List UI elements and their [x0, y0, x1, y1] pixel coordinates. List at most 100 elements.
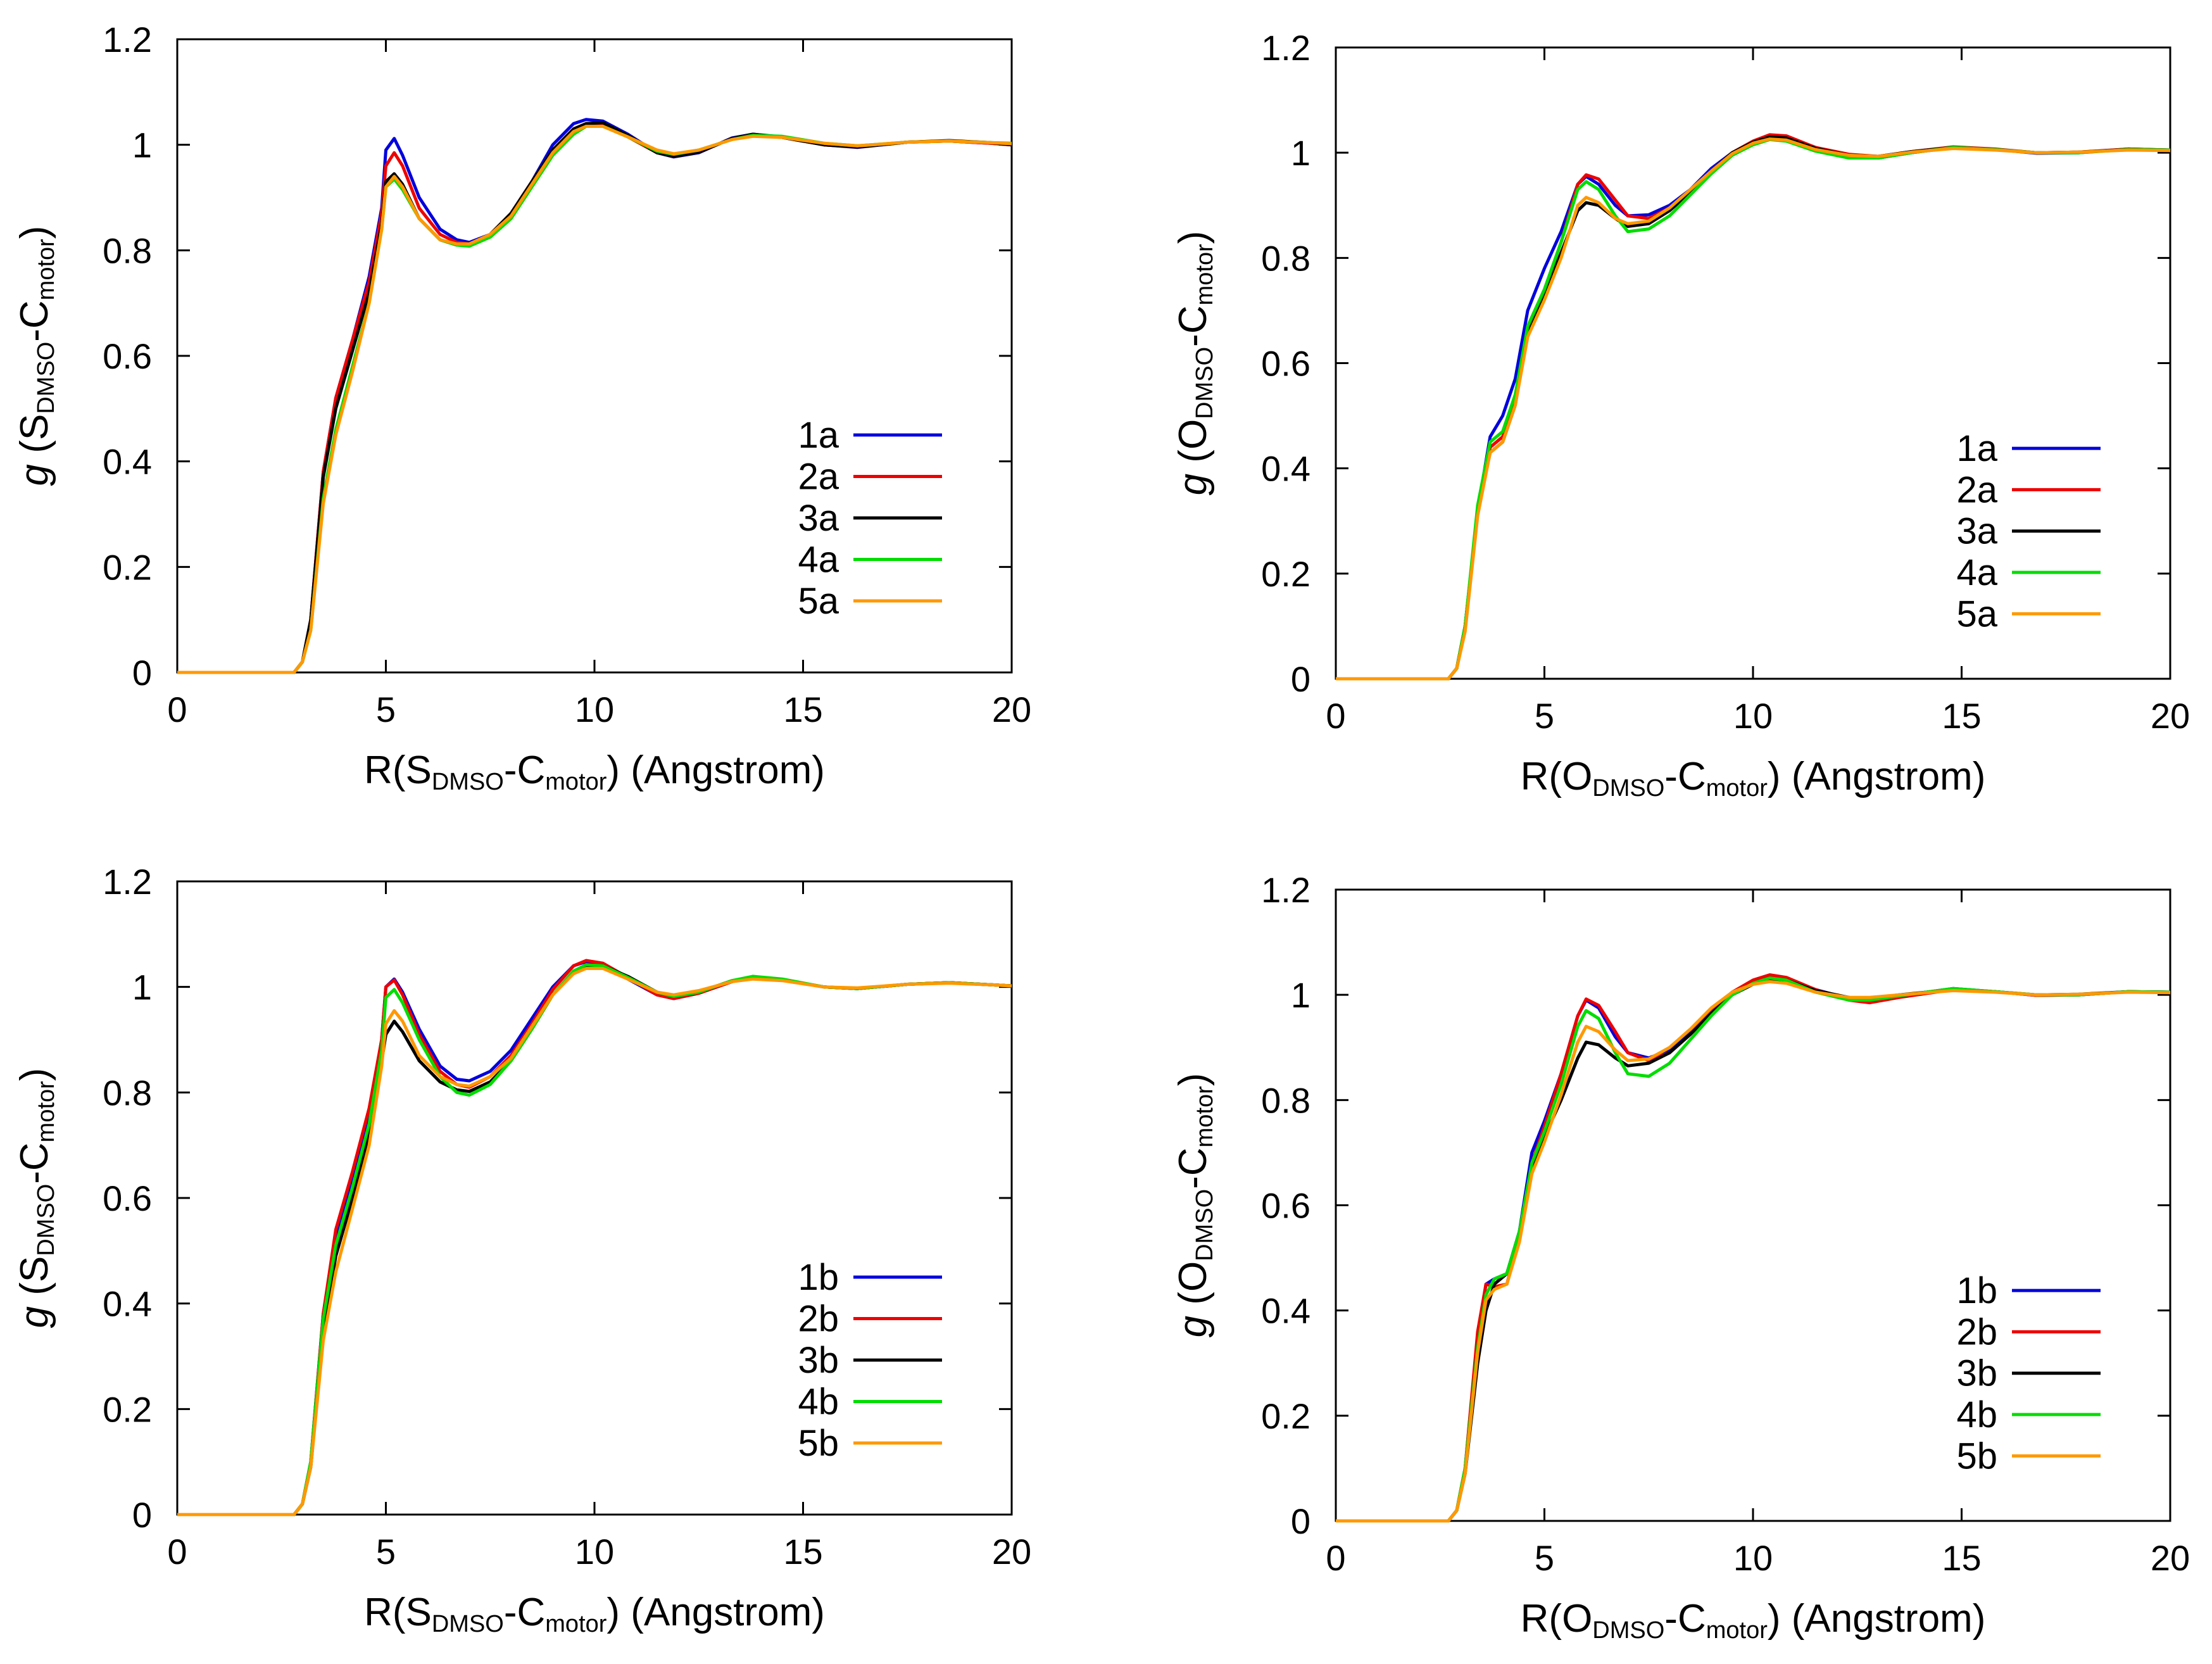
x-tick-label: 10: [1733, 1538, 1773, 1578]
series-line-1a: [177, 118, 1012, 674]
legend-label: 4b: [798, 1382, 839, 1423]
legend-label: 5a: [798, 581, 839, 622]
y-axis-title: g (ODMSO-Cmotor): [1171, 1073, 1218, 1338]
series-line-3a: [1336, 135, 2171, 681]
x-tick-label: 0: [167, 1532, 187, 1572]
y-tick-label: 0.4: [103, 442, 152, 482]
y-tick-label: 0.6: [1261, 1186, 1310, 1226]
plot-frame: [176, 38, 1013, 674]
legend-label: 3a: [1956, 511, 1997, 552]
series-line-2b: [1336, 973, 2171, 1523]
x-tick-label: 20: [992, 1532, 1031, 1572]
x-tick-label: 10: [1733, 696, 1773, 736]
x-tick-label: 0: [1326, 1538, 1345, 1578]
x-tick-label: 20: [2151, 1538, 2190, 1578]
series-line-3a: [177, 121, 1012, 674]
x-tick-label: 15: [1942, 1538, 1981, 1578]
legend-label: 5a: [1956, 593, 1997, 634]
legend-label: 1b: [798, 1257, 839, 1298]
y-tick-label: 1: [1291, 133, 1310, 173]
x-tick-label: 15: [1942, 696, 1981, 736]
legend-label: 3b: [1956, 1353, 1997, 1394]
x-tick-label: 20: [992, 690, 1031, 729]
x-tick-label: 15: [783, 690, 822, 729]
y-tick-label: 0.4: [1261, 1291, 1310, 1331]
y-tick-label: 1.2: [103, 20, 152, 60]
series-line-5a: [177, 125, 1012, 674]
legend-label: 5b: [1956, 1435, 1997, 1477]
series-line-4a: [177, 125, 1012, 674]
legend-label: 1b: [1956, 1270, 1997, 1311]
y-tick-label: 1.2: [1261, 870, 1310, 910]
y-axis-title: g (ODMSO-Cmotor): [1171, 231, 1218, 496]
y-tick-label: 0.8: [103, 1073, 152, 1112]
y-tick-label: 1: [1291, 975, 1310, 1015]
y-tick-label: 0.8: [1261, 1080, 1310, 1120]
legend-label: 5b: [798, 1423, 839, 1464]
series-line-5b: [1336, 980, 2171, 1523]
y-tick-label: 1: [132, 968, 152, 1007]
series-line-2a: [1336, 133, 2171, 681]
y-axis-title: g (SDMSO-Cmotor): [13, 226, 60, 486]
x-axis-title: R(ODMSO-Cmotor) (Angstrom): [1521, 1597, 1986, 1644]
x-tick-label: 5: [376, 1532, 396, 1572]
y-tick-label: 0.6: [1261, 344, 1310, 384]
x-tick-label: 0: [167, 690, 187, 729]
legend-label: 4a: [1956, 552, 1997, 593]
x-tick-label: 0: [1326, 696, 1345, 736]
series-line-2a: [177, 122, 1012, 674]
series-line-3b: [1336, 977, 2171, 1523]
x-tick-label: 10: [575, 1532, 614, 1572]
y-tick-label: 1.2: [1261, 28, 1310, 68]
y-tick-label: 0.2: [103, 1389, 152, 1429]
y-tick-label: 1: [132, 125, 152, 165]
legend-label: 2a: [1956, 469, 1997, 510]
series-line-4b: [1336, 976, 2171, 1523]
y-tick-label: 0.8: [103, 230, 152, 270]
y-tick-label: 0: [132, 653, 152, 693]
y-tick-label: 1.2: [103, 862, 152, 902]
y-tick-label: 0.6: [103, 336, 152, 376]
series-line-1a: [1336, 134, 2171, 681]
legend-label: 1a: [1956, 428, 1997, 469]
legend-label: 3b: [798, 1340, 839, 1381]
x-axis-title: R(ODMSO-Cmotor) (Angstrom): [1521, 755, 1986, 802]
y-tick-label: 0.4: [103, 1284, 152, 1324]
plot-frame: [176, 880, 1013, 1516]
legend-label: 2b: [1956, 1311, 1997, 1352]
y-tick-label: 0: [1291, 659, 1310, 699]
series-line-5b: [177, 967, 1012, 1516]
legend-label: 1a: [798, 415, 839, 456]
x-tick-label: 5: [376, 690, 396, 729]
y-tick-label: 0.2: [103, 547, 152, 587]
series-line-5a: [1336, 137, 2171, 681]
x-tick-label: 5: [1535, 1538, 1554, 1578]
x-axis-title: R(SDMSO-Cmotor) (Angstrom): [364, 748, 825, 795]
series-line-1b: [1336, 974, 2171, 1523]
series-line-3b: [177, 964, 1012, 1516]
x-axis-title: R(SDMSO-Cmotor) (Angstrom): [364, 1591, 825, 1637]
y-tick-label: 0.6: [103, 1178, 152, 1218]
y-tick-label: 0.2: [1261, 1396, 1310, 1436]
y-tick-label: 0: [132, 1495, 152, 1535]
x-tick-label: 10: [575, 690, 614, 729]
legend-label: 4b: [1956, 1394, 1997, 1435]
series-line-1b: [177, 960, 1012, 1516]
series-line-4a: [1336, 137, 2171, 681]
y-tick-label: 0.2: [1261, 554, 1310, 594]
series-line-2b: [177, 959, 1012, 1516]
x-tick-label: 15: [783, 1532, 822, 1572]
y-tick-label: 0.4: [1261, 449, 1310, 489]
x-tick-label: 20: [2151, 696, 2190, 736]
series-line-4b: [177, 963, 1012, 1516]
legend-label: 2a: [798, 457, 839, 498]
y-axis-title: g (SDMSO-Cmotor): [13, 1068, 60, 1328]
y-tick-label: 0.8: [1261, 238, 1310, 278]
legend-label: 2b: [798, 1299, 839, 1340]
legend-label: 4a: [798, 539, 839, 581]
